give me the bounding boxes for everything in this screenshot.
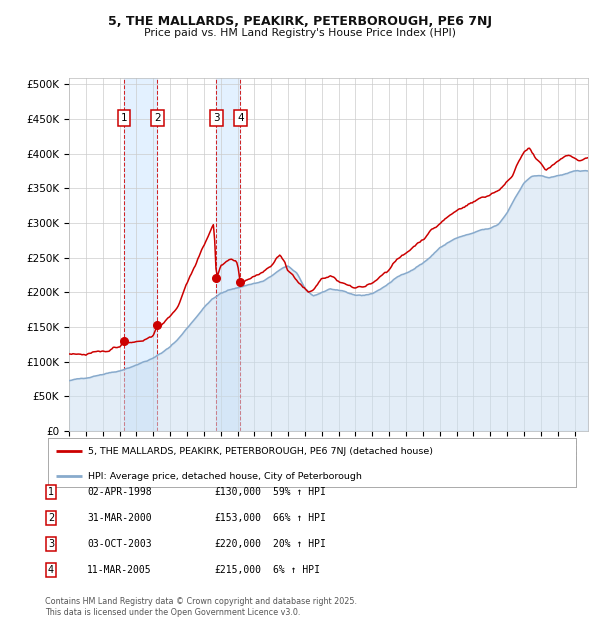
Text: 31-MAR-2000: 31-MAR-2000	[87, 513, 152, 523]
Text: 11-MAR-2005: 11-MAR-2005	[87, 565, 152, 575]
Text: 3: 3	[48, 539, 54, 549]
Text: 5, THE MALLARDS, PEAKIRK, PETERBOROUGH, PE6 7NJ: 5, THE MALLARDS, PEAKIRK, PETERBOROUGH, …	[108, 16, 492, 29]
Bar	[124, 78, 157, 431]
Text: 5, THE MALLARDS, PEAKIRK, PETERBOROUGH, PE6 7NJ (detached house): 5, THE MALLARDS, PEAKIRK, PETERBOROUGH, …	[88, 447, 433, 456]
Text: 1: 1	[48, 487, 54, 497]
Text: Contains HM Land Registry data © Crown copyright and database right 2025.
This d: Contains HM Land Registry data © Crown c…	[45, 598, 357, 617]
Text: 4: 4	[237, 113, 244, 123]
Text: £130,000: £130,000	[214, 487, 261, 497]
Text: 66% ↑ HPI: 66% ↑ HPI	[273, 513, 326, 523]
Text: 03-OCT-2003: 03-OCT-2003	[87, 539, 152, 549]
Text: 4: 4	[48, 565, 54, 575]
Text: £215,000: £215,000	[214, 565, 261, 575]
Text: 20% ↑ HPI: 20% ↑ HPI	[273, 539, 326, 549]
Text: £153,000: £153,000	[214, 513, 261, 523]
Text: £220,000: £220,000	[214, 539, 261, 549]
Text: 3: 3	[213, 113, 220, 123]
Text: 2: 2	[154, 113, 161, 123]
Text: Price paid vs. HM Land Registry's House Price Index (HPI): Price paid vs. HM Land Registry's House …	[144, 28, 456, 38]
Text: 02-APR-1998: 02-APR-1998	[87, 487, 152, 497]
Text: 6% ↑ HPI: 6% ↑ HPI	[273, 565, 320, 575]
Bar	[217, 78, 241, 431]
Text: 59% ↑ HPI: 59% ↑ HPI	[273, 487, 326, 497]
Text: 2: 2	[48, 513, 54, 523]
Text: 1: 1	[121, 113, 127, 123]
Text: HPI: Average price, detached house, City of Peterborough: HPI: Average price, detached house, City…	[88, 472, 361, 480]
